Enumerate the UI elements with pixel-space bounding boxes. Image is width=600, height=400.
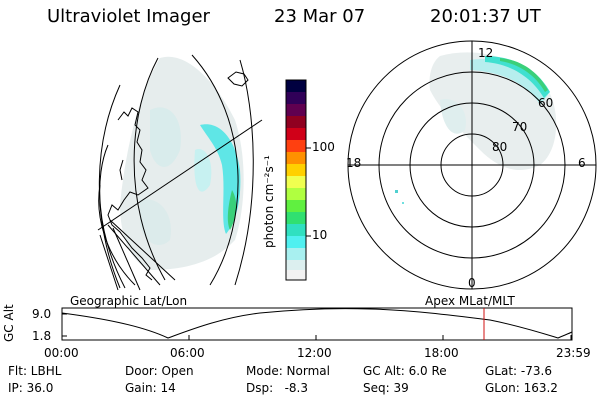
polar-panel — [347, 40, 597, 290]
geographic-panel-label: Geographic Lat/Lon — [70, 294, 188, 308]
polar-label-lat-70: 70 — [512, 120, 528, 134]
altitude-curve — [61, 308, 573, 339]
info-gc-alt: GC Alt: 6.0 Re — [363, 364, 447, 378]
date-label: 23 Mar 07 — [274, 6, 366, 27]
instrument-title: Ultraviolet Imager — [47, 6, 210, 27]
timeline-xtick-2: 12:00 — [297, 346, 332, 360]
polar-label-lat-60: 60 — [538, 96, 554, 110]
info-filter: Flt: LBHL — [8, 364, 62, 378]
altitude-timeline — [61, 307, 573, 341]
info-mode: Mode: Normal — [246, 364, 330, 378]
timeline-ytick-bottom: 1.8 — [32, 329, 52, 343]
timeline-xtick-3: 18:00 — [424, 346, 459, 360]
timeline-xtick-4: 23:59 — [556, 346, 591, 360]
info-seq: Seq: 39 — [363, 381, 409, 395]
apex-panel-label: Apex MLat/MLT — [425, 294, 515, 308]
colorbar-tick-100: 100 — [312, 140, 335, 154]
polar-label-mlt-6: 6 — [578, 156, 586, 170]
geographic-panel — [97, 54, 263, 291]
colorbar-unit-label: photon cm⁻²s⁻¹ — [262, 155, 276, 248]
time-label: 20:01:37 UT — [430, 6, 541, 27]
info-glat: GLat: -73.6 — [485, 364, 552, 378]
polar-label-mlt-18: 18 — [346, 156, 362, 170]
colorbar — [285, 79, 311, 281]
colorbar-gradient — [286, 80, 306, 280]
polar-label-mlt-12: 12 — [478, 46, 494, 60]
info-glon: GLon: 163.2 — [485, 381, 558, 395]
polar-label-lat-80: 80 — [492, 140, 508, 154]
timeline-ylabel: GC Alt — [2, 304, 16, 342]
polar-label-mlt-0: 0 — [468, 276, 476, 290]
coastline — [107, 107, 153, 281]
timeline-ytick-top: 9.0 — [32, 307, 52, 321]
info-gain: Gain: 14 — [125, 381, 176, 395]
info-ip: IP: 36.0 — [8, 381, 54, 395]
info-door: Door: Open — [125, 364, 194, 378]
timeline-xtick-1: 06:00 — [170, 346, 205, 360]
timeline-xtick-0: 00:00 — [44, 346, 79, 360]
colorbar-tick-10: 10 — [312, 228, 328, 242]
info-dsp: Dsp: -8.3 — [246, 381, 309, 395]
